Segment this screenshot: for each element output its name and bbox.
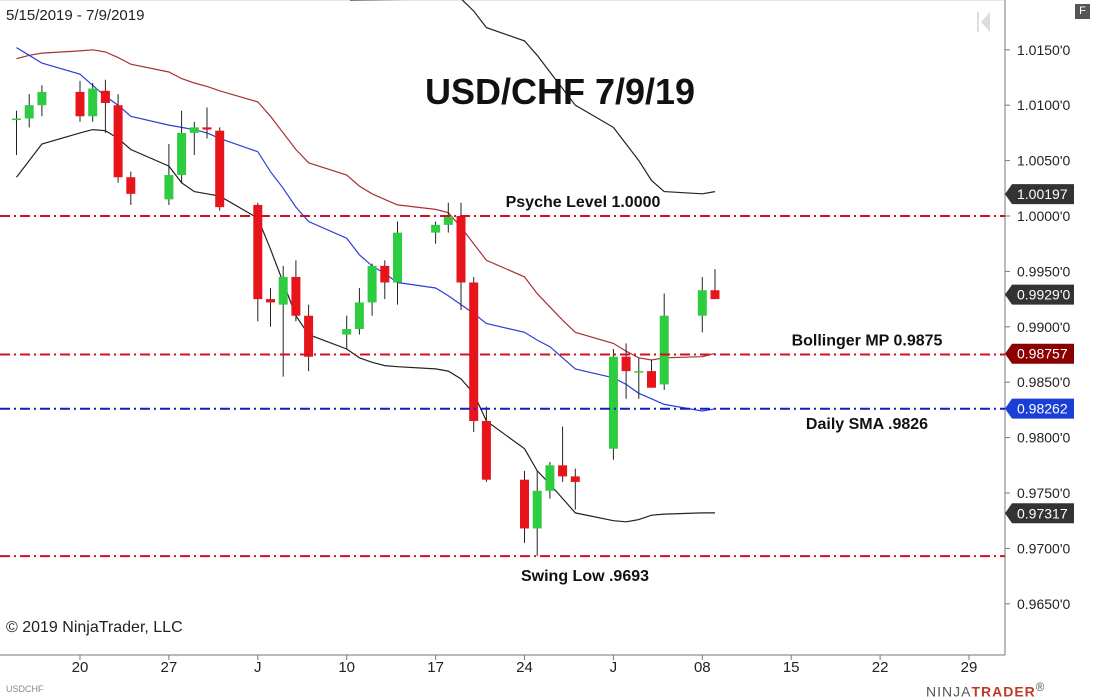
candle-body: [291, 276, 301, 316]
x-tick-label: 10: [338, 659, 355, 676]
collapse-icon: [977, 12, 979, 32]
symbol-label: USDCHF: [6, 684, 44, 694]
candle-body: [710, 290, 720, 300]
candle-body: [659, 315, 669, 385]
candle-body: [342, 329, 352, 335]
y-tick-label: 0.9950'0: [1017, 263, 1070, 279]
level-label: Bollinger MP 0.9875: [792, 333, 943, 350]
y-tick-label: 1.0050'0: [1017, 153, 1070, 169]
level-label: Swing Low .9693: [521, 568, 649, 585]
level-label: Daily SMA .9826: [806, 416, 928, 433]
x-tick-label: 29: [961, 659, 978, 676]
candle-body: [278, 276, 288, 305]
ninjatrader-logo: NINJATRADER®: [926, 681, 1045, 700]
bollinger-lower-band: [16, 128, 715, 523]
price-tag: [1005, 284, 1074, 305]
candle-body: [469, 282, 479, 421]
price-tag-label: 0.9929'0: [1017, 287, 1070, 303]
candle-body: [304, 315, 314, 357]
candle-body: [202, 127, 212, 130]
price-tag-label: 0.97317: [1017, 505, 1068, 521]
price-tag: [1005, 343, 1074, 364]
candle-body: [608, 356, 618, 449]
date-range: 5/15/2019 - 7/9/2019: [6, 7, 145, 24]
y-tick-label: 0.9700'0: [1017, 540, 1070, 556]
y-tick-label: 0.9850'0: [1017, 374, 1070, 390]
collapse-icon-arrow: [981, 12, 990, 32]
candle-body: [647, 371, 656, 388]
y-tick-label: 0.9900'0: [1017, 319, 1070, 335]
x-tick-label: 17: [427, 659, 444, 676]
candle-body: [545, 465, 555, 491]
candle-body: [253, 204, 263, 300]
candle-body: [266, 299, 275, 303]
candle-body: [481, 420, 491, 480]
candle-body: [367, 265, 377, 303]
candle-body: [456, 216, 466, 283]
candle-body: [393, 232, 402, 283]
candle-body: [37, 91, 47, 106]
candle-body: [189, 127, 199, 133]
candle-body: [431, 224, 441, 233]
brand-left: NINJA: [926, 683, 972, 700]
price-tag: [1005, 398, 1074, 419]
candle-body: [697, 290, 707, 316]
price-tag: [1005, 503, 1074, 524]
daily-sma-line: [16, 47, 716, 412]
copyright: © 2019 NinjaTrader, LLC: [6, 619, 183, 636]
level-label: Psyche Level 1.0000: [506, 194, 661, 211]
candle-body: [621, 356, 631, 372]
bollinger-upper-band: [350, 0, 716, 195]
candle-body: [100, 90, 110, 103]
x-tick-label: 22: [872, 659, 889, 676]
y-tick-label: 1.0000'0: [1017, 208, 1070, 224]
candle-body: [532, 490, 542, 529]
candle-body: [177, 132, 187, 176]
candle-body: [520, 479, 529, 529]
x-tick-label: 15: [783, 659, 800, 676]
candle-body: [634, 371, 644, 373]
f-button[interactable]: F: [1075, 4, 1090, 19]
y-tick-label: 0.9750'0: [1017, 485, 1070, 501]
candle-body: [570, 476, 580, 482]
y-tick-label: 1.0150'0: [1017, 42, 1070, 58]
candle-body: [24, 105, 34, 119]
candle-body: [558, 465, 568, 477]
candle-body: [113, 105, 123, 178]
candle-body: [75, 91, 85, 117]
x-tick-label: 24: [516, 659, 533, 676]
brand-mark: ®: [1035, 681, 1046, 694]
candle-body: [443, 216, 453, 225]
candle-body: [354, 302, 364, 330]
y-tick-label: 1.0100'0: [1017, 97, 1070, 113]
price-tag: [1005, 184, 1074, 205]
chart-title: USD/CHF 7/9/19: [425, 71, 695, 112]
x-tick-label: J: [610, 659, 618, 676]
candle-body: [380, 265, 390, 283]
price-tag-label: 0.98262: [1017, 401, 1068, 417]
x-tick-label: J: [254, 659, 262, 676]
candle-body: [126, 177, 136, 194]
y-tick-label: 0.9650'0: [1017, 596, 1070, 612]
x-tick-label: 27: [161, 659, 178, 676]
x-tick-label: 20: [72, 659, 89, 676]
candle-body: [164, 175, 174, 200]
x-tick-label: 08: [694, 659, 711, 676]
price-tag-label: 0.98757: [1017, 346, 1068, 362]
brand-right: TRADER: [971, 683, 1036, 700]
candle-body: [215, 130, 225, 208]
candle-body: [12, 118, 21, 120]
candle-body: [88, 88, 98, 117]
y-tick-label: 0.9800'0: [1017, 430, 1070, 446]
price-tag-label: 1.00197: [1017, 186, 1068, 202]
bollinger-mid-band: [16, 49, 716, 361]
